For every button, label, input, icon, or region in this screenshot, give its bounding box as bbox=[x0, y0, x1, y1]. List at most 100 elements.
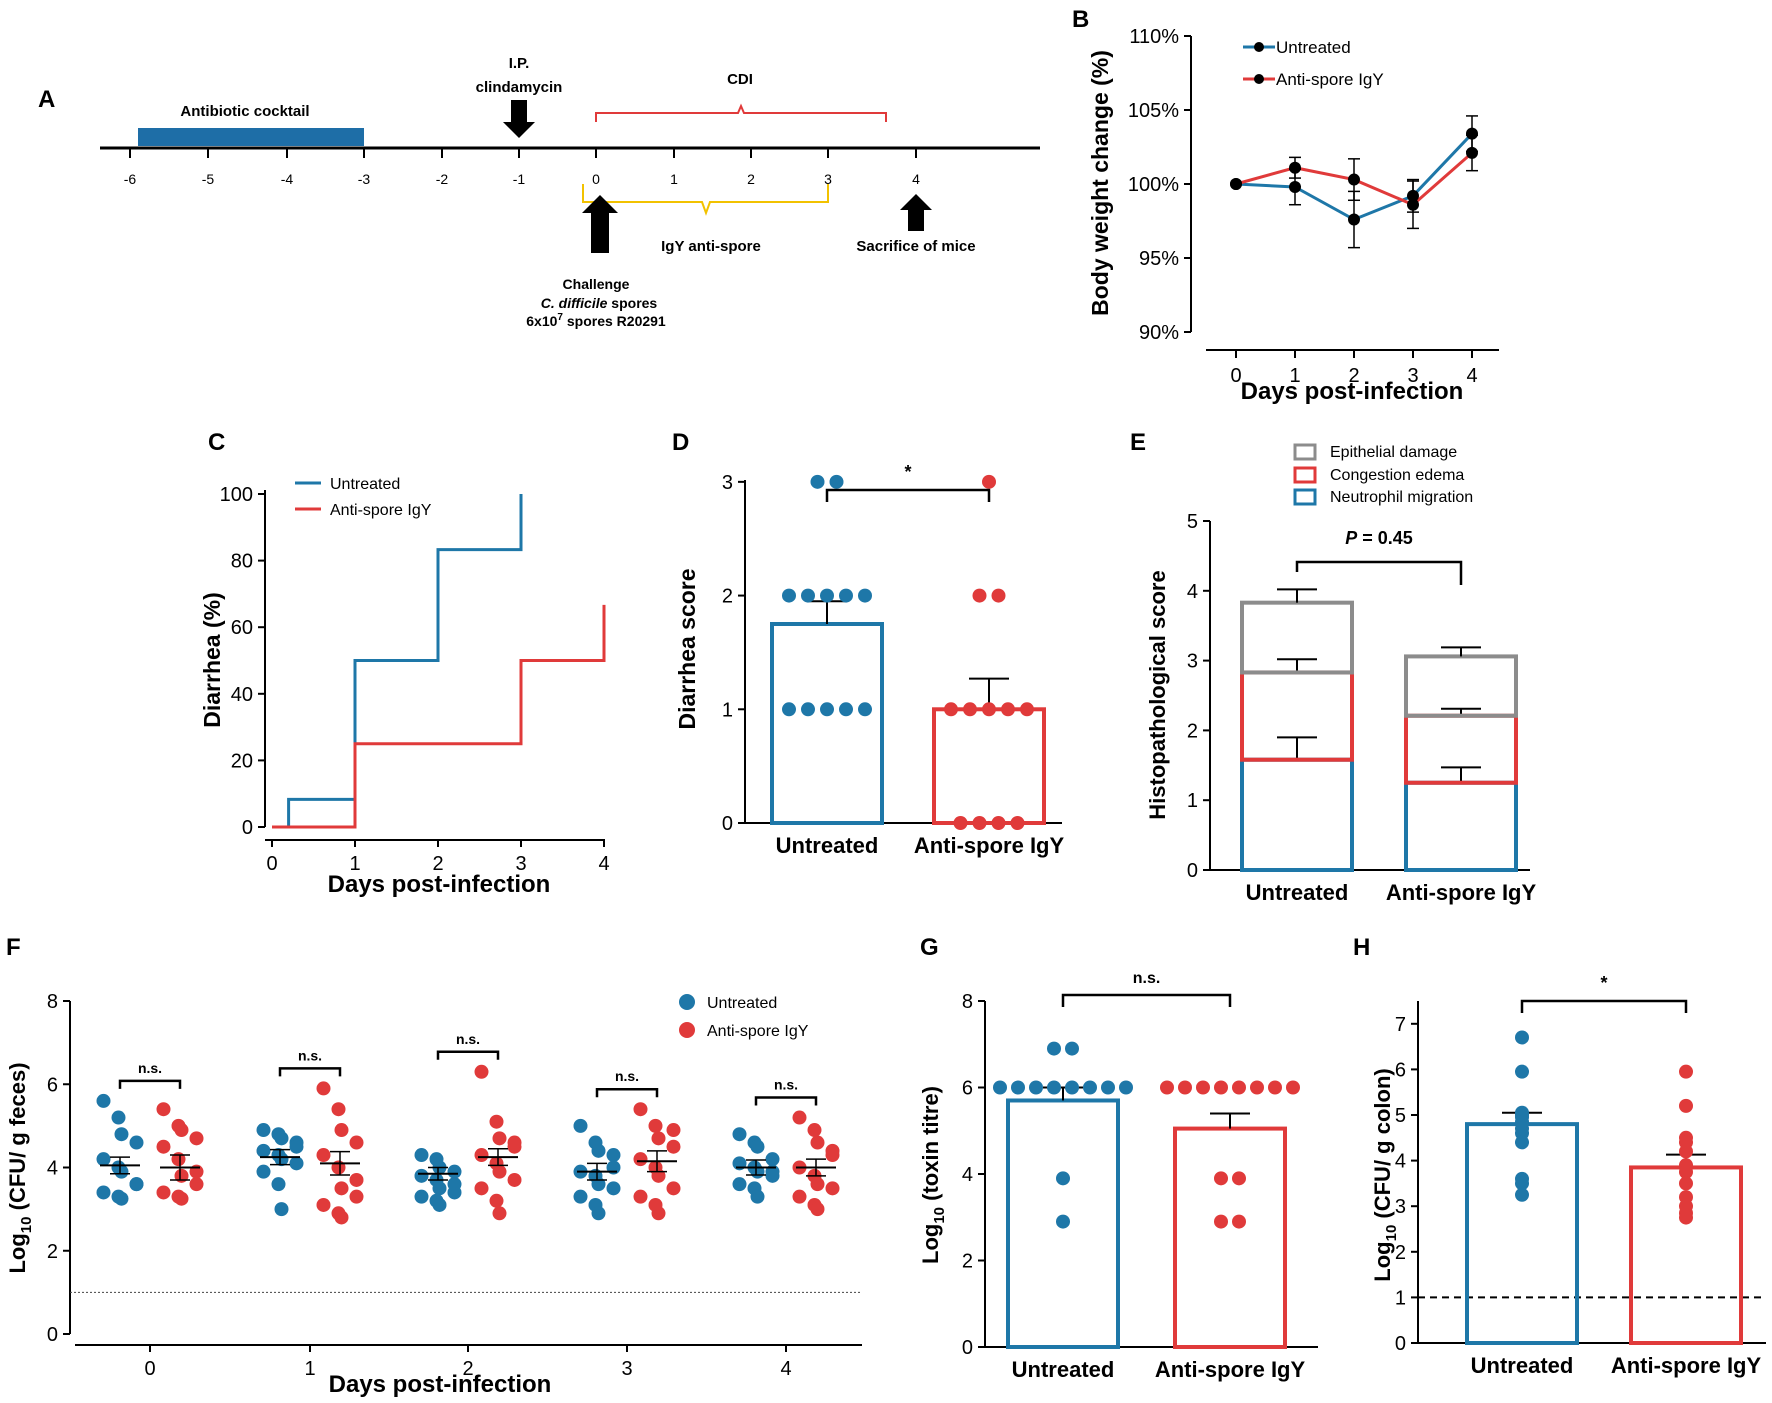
y-tick-label: 2 bbox=[1187, 720, 1198, 742]
x-tick-label: 4 bbox=[1466, 365, 1477, 387]
data-point bbox=[1268, 1080, 1282, 1095]
data-point bbox=[991, 588, 1006, 603]
panel-d-chart: 0 1 2 3 Untreated Anti-spore IgY * Diarrhea sco… bbox=[674, 462, 1064, 858]
data-point bbox=[651, 1206, 666, 1221]
data-point bbox=[1230, 178, 1242, 190]
data-point bbox=[129, 1135, 144, 1150]
x-axis-title: Days post-infection bbox=[1241, 378, 1464, 405]
data-point bbox=[1214, 1171, 1228, 1186]
data-point bbox=[1407, 198, 1419, 211]
panel-h-chart: 0 1 2 3 4 5 6 7 Untreated Anti-spore IgY * Log10 (C… bbox=[1370, 973, 1766, 1378]
significance-label: n.s. bbox=[1133, 970, 1161, 987]
data-point bbox=[810, 474, 825, 489]
data-point bbox=[573, 1118, 588, 1133]
y-tick-label: 2 bbox=[1395, 1242, 1406, 1264]
data-point bbox=[474, 1148, 489, 1163]
y-tick-label: 1 bbox=[722, 699, 733, 721]
data-point bbox=[1056, 1214, 1070, 1229]
data-point bbox=[972, 816, 987, 830]
data-point bbox=[96, 1093, 111, 1108]
significance-bracket bbox=[1061, 993, 1232, 1007]
data-point bbox=[289, 1156, 304, 1171]
legend-swatch bbox=[1293, 488, 1317, 506]
untreated-step-line bbox=[272, 494, 523, 829]
data-point bbox=[316, 1081, 331, 1096]
data-point bbox=[792, 1189, 807, 1204]
x-tick-label: 0 bbox=[1230, 365, 1241, 387]
y-tick-label: 4 bbox=[1395, 1151, 1406, 1173]
data-point bbox=[1160, 1080, 1174, 1095]
data-point bbox=[256, 1164, 271, 1179]
category-label: Anti-spore IgY bbox=[1611, 1353, 1762, 1378]
data-point bbox=[1178, 1080, 1192, 1095]
igy-bar bbox=[1173, 1126, 1287, 1350]
data-point bbox=[801, 588, 815, 603]
data-point bbox=[1289, 161, 1301, 174]
y-tick-label: 6 bbox=[1395, 1059, 1406, 1081]
data-point bbox=[633, 1189, 648, 1204]
y-tick-label: 5 bbox=[1395, 1105, 1406, 1127]
cdi-bracket bbox=[595, 103, 887, 122]
data-point bbox=[1515, 1176, 1529, 1191]
igy-label: IgY anti-spore bbox=[661, 238, 761, 255]
x-tick-label: 1 bbox=[304, 1358, 315, 1380]
y-axis-title-rest: (CFU/ g colon) bbox=[1370, 1068, 1395, 1224]
data-point bbox=[174, 1191, 189, 1206]
significance-bracket bbox=[1520, 999, 1688, 1013]
data-point bbox=[1515, 1064, 1529, 1079]
data-point bbox=[591, 1143, 606, 1158]
data-point bbox=[1001, 702, 1015, 717]
data-point bbox=[316, 1148, 331, 1163]
timeline-tick-label: 3 bbox=[824, 171, 832, 187]
data-point bbox=[606, 1148, 621, 1163]
data-point bbox=[944, 702, 958, 717]
category-label: Untreated bbox=[1471, 1353, 1574, 1378]
data-point bbox=[732, 1127, 747, 1142]
y-tick-label: 80 bbox=[231, 551, 253, 573]
y-tick-label: 2 bbox=[47, 1241, 58, 1263]
data-point bbox=[316, 1197, 331, 1212]
data-point bbox=[256, 1123, 271, 1138]
y-tick-label: 4 bbox=[47, 1158, 58, 1180]
data-point bbox=[289, 1139, 304, 1154]
significance-label: n.s. bbox=[774, 1077, 798, 1093]
data-point bbox=[732, 1177, 747, 1192]
y-axis-title: Diarrhea (%) bbox=[199, 592, 225, 727]
data-point bbox=[972, 588, 987, 603]
x-tick-label: 4 bbox=[780, 1358, 791, 1380]
data-point bbox=[507, 1172, 522, 1187]
panel-label-b: B bbox=[1072, 6, 1089, 33]
y-tick-label: 105% bbox=[1128, 100, 1179, 122]
y-tick-label: 8 bbox=[47, 991, 58, 1013]
y-tick-label: 8 bbox=[962, 991, 973, 1013]
panel-f-chart: 0 2 4 6 8 0 n.s. 1 n.s. 2 n.s. 3 n.s. 4 n.s. Days post-… bbox=[5, 991, 862, 1398]
legend-label: Untreated bbox=[707, 995, 777, 1012]
legend-label: Untreated bbox=[1276, 38, 1351, 57]
timeline-tick-label: -5 bbox=[202, 171, 215, 187]
x-tick-label: 3 bbox=[621, 1358, 632, 1380]
x-tick-label: 3 bbox=[515, 853, 526, 875]
data-point bbox=[349, 1172, 364, 1187]
category-label: Untreated bbox=[1246, 880, 1349, 905]
significance-label: n.s. bbox=[456, 1031, 480, 1047]
data-point bbox=[1083, 1080, 1097, 1095]
data-point bbox=[1250, 1080, 1264, 1095]
y-axis-title: Body weight change (%) bbox=[1087, 50, 1113, 316]
y-axis-title: Histopathological score bbox=[1145, 570, 1170, 819]
data-point bbox=[492, 1164, 507, 1179]
data-point bbox=[1286, 1080, 1300, 1095]
legend-label: Anti-spore IgY bbox=[707, 1023, 809, 1040]
timeline-tick-label: 2 bbox=[747, 171, 755, 187]
legend-label: Anti-spore IgY bbox=[330, 502, 432, 519]
data-point bbox=[839, 702, 853, 717]
data-point bbox=[331, 1102, 346, 1117]
challenge-label-line1: Challenge bbox=[563, 276, 630, 292]
significance-label: * bbox=[1600, 973, 1607, 993]
panel-label-e: E bbox=[1130, 429, 1146, 456]
legend-swatch bbox=[1293, 443, 1317, 461]
y-tick-label: 5 bbox=[1187, 511, 1198, 533]
data-point bbox=[447, 1177, 462, 1192]
y-axis-title-main: Log bbox=[918, 1224, 943, 1264]
panel-label-a: A bbox=[38, 86, 55, 113]
